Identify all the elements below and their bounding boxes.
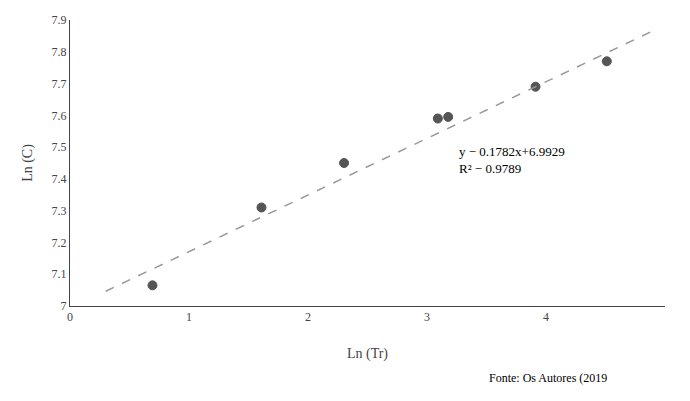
svg-text:7: 7 [61,299,67,313]
svg-text:7.9: 7.9 [52,13,67,27]
svg-text:0: 0 [67,310,73,324]
svg-text:7.2: 7.2 [52,236,67,250]
svg-text:7.6: 7.6 [52,109,67,123]
svg-text:7.8: 7.8 [52,45,67,59]
svg-text:7.1: 7.1 [52,267,67,281]
svg-text:4: 4 [543,310,549,324]
svg-text:7.3: 7.3 [52,204,67,218]
svg-text:3: 3 [424,310,430,324]
svg-text:Fonte: Os Autores (2019: Fonte: Os Autores (2019 [489,371,607,385]
svg-text:7.7: 7.7 [52,77,67,91]
svg-text:y − 0.1782x+6.9929R² − 0.9789: y − 0.1782x+6.9929R² − 0.9789 [459,144,565,176]
svg-text:Ln (C): Ln (C) [20,144,36,182]
svg-text:Ln (Tr): Ln (Tr) [347,346,388,362]
svg-text:2: 2 [305,310,311,324]
svg-text:7.5: 7.5 [52,140,67,154]
svg-text:1: 1 [186,310,192,324]
svg-text:7.4: 7.4 [52,172,67,186]
